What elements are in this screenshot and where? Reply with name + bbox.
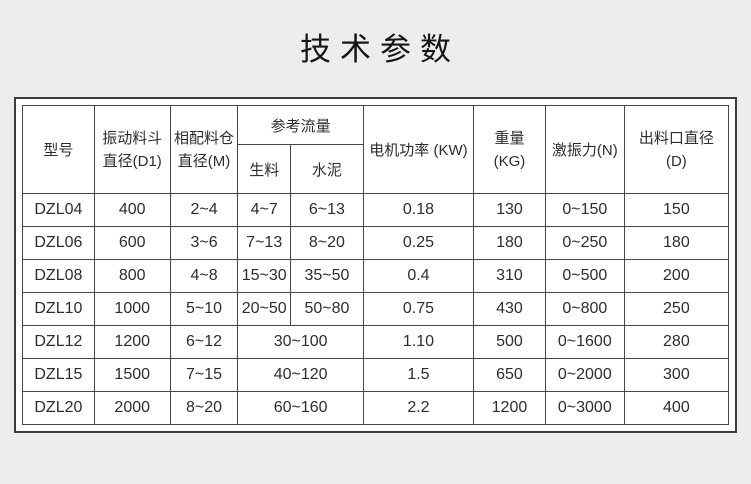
cell-hopper-diameter: 2000 [93,391,171,425]
cell-weight: 650 [473,358,546,392]
cell-hopper-diameter: 1500 [93,358,171,392]
col-header-outlet-diameter-line2: (D) [665,152,687,170]
cell-flow-cement: 6~13 [290,193,364,227]
col-header-model: 型号 [22,105,95,194]
cell-flow-cement: 50~80 [290,292,364,326]
cell-silo-diameter: 5~10 [169,292,239,326]
spec-table-body: DZL04 400 2~4 4~7 6~13 0.18 130 0~150 15… [22,193,730,425]
cell-model: DZL06 [22,226,95,260]
cell-motor-power: 1.5 [362,358,475,392]
cell-flow-combined: 30~100 [237,325,364,359]
cell-model: DZL12 [22,325,95,359]
cell-flow-raw: 4~7 [237,193,291,227]
col-header-hopper-diameter-line2: 直径(D1) [102,152,162,170]
cell-flow-raw: 7~13 [237,226,291,260]
cell-motor-power: 2.2 [362,391,475,425]
cell-weight: 310 [473,259,546,293]
cell-model: DZL15 [22,358,95,392]
cell-motor-power: 0.25 [362,226,475,260]
col-header-excitation-force: 激振力(N) [544,105,625,194]
cell-flow-cement: 8~20 [290,226,364,260]
cell-flow-raw: 20~50 [237,292,291,326]
cell-hopper-diameter: 600 [93,226,171,260]
page-title: 技术参数 [300,32,460,67]
table-row: DZL15 1500 7~15 40~120 1.5 650 0~2000 30… [22,358,730,392]
table-row: DZL12 1200 6~12 30~100 1.10 500 0~1600 2… [22,325,730,359]
col-header-hopper-diameter-line1: 振动料斗 [102,129,163,147]
cell-motor-power: 0.18 [362,193,475,227]
cell-model: DZL08 [22,259,95,293]
cell-excitation-force: 0~500 [544,259,625,293]
col-header-motor-power: 电机功率 (KW) [362,105,475,194]
header-row-top: 型号 振动料斗 直径(D1) 相配料仓 直径(M) 参考流量 电机功率 (KW)… [22,105,730,194]
table-row: DZL10 1000 5~10 20~50 50~80 0.75 430 0~8… [22,292,730,326]
cell-silo-diameter: 3~6 [169,226,239,260]
cell-silo-diameter: 2~4 [169,193,239,227]
cell-flow-cement: 35~50 [290,259,364,293]
spec-table-header: 型号 振动料斗 直径(D1) 相配料仓 直径(M) 参考流量 电机功率 (KW)… [22,105,730,194]
cell-weight: 500 [473,325,546,359]
spec-table-container: 型号 振动料斗 直径(D1) 相配料仓 直径(M) 参考流量 电机功率 (KW)… [14,97,737,433]
cell-motor-power: 0.75 [362,292,475,326]
cell-motor-power: 0.4 [362,259,475,293]
cell-excitation-force: 0~150 [544,193,625,227]
table-row: DZL06 600 3~6 7~13 8~20 0.25 180 0~250 1… [22,226,730,260]
cell-outlet-diameter: 250 [623,292,730,326]
cell-excitation-force: 0~800 [544,292,625,326]
cell-weight: 130 [473,193,546,227]
cell-model: DZL10 [22,292,95,326]
cell-outlet-diameter: 280 [623,325,730,359]
col-header-hopper-diameter: 振动料斗 直径(D1) [93,105,171,194]
cell-outlet-diameter: 300 [623,358,730,392]
col-header-silo-diameter-line1: 相配料仓 [174,129,235,147]
col-header-outlet-diameter-line1: 出料口直径 [638,129,714,147]
cell-excitation-force: 0~250 [544,226,625,260]
col-header-silo-diameter-line2: 直径(M) [177,152,231,170]
cell-weight: 180 [473,226,546,260]
col-header-weight-line2: (KG) [493,152,526,170]
cell-excitation-force: 0~1600 [544,325,625,359]
cell-weight: 430 [473,292,546,326]
cell-excitation-force: 0~3000 [544,391,625,425]
col-header-outlet-diameter: 出料口直径 (D) [623,105,730,194]
col-header-silo-diameter: 相配料仓 直径(M) [169,105,239,194]
cell-hopper-diameter: 800 [93,259,171,293]
col-header-weight: 重量 (KG) [473,105,546,194]
col-header-reference-flow-group: 参考流量 [237,105,364,145]
cell-flow-combined: 60~160 [237,391,364,425]
cell-flow-raw: 15~30 [237,259,291,293]
cell-outlet-diameter: 200 [623,259,730,293]
col-header-raw-material: 生料 [237,144,291,194]
cell-motor-power: 1.10 [362,325,475,359]
header-row-sub: 生料 水泥 [23,144,729,194]
table-row: DZL08 800 4~8 15~30 35~50 0.4 310 0~500 … [22,259,730,293]
cell-silo-diameter: 8~20 [169,391,239,425]
cell-model: DZL20 [22,391,95,425]
cell-hopper-diameter: 1200 [93,325,171,359]
spec-table: 型号 振动料斗 直径(D1) 相配料仓 直径(M) 参考流量 电机功率 (KW)… [22,105,730,425]
cell-model: DZL04 [22,193,95,227]
cell-weight: 1200 [473,391,546,425]
cell-outlet-diameter: 180 [623,226,730,260]
cell-hopper-diameter: 400 [93,193,171,227]
cell-silo-diameter: 4~8 [169,259,239,293]
table-row: DZL04 400 2~4 4~7 6~13 0.18 130 0~150 15… [22,193,730,227]
cell-silo-diameter: 6~12 [169,325,239,359]
cell-silo-diameter: 7~15 [169,358,239,392]
col-header-cement: 水泥 [290,144,364,194]
cell-outlet-diameter: 150 [623,193,730,227]
cell-outlet-diameter: 400 [623,391,730,425]
cell-flow-combined: 40~120 [237,358,364,392]
col-header-weight-line1: 重量 [494,129,525,147]
table-row: DZL20 2000 8~20 60~160 2.2 1200 0~3000 4… [22,391,730,425]
cell-excitation-force: 0~2000 [544,358,625,392]
cell-hopper-diameter: 1000 [93,292,171,326]
